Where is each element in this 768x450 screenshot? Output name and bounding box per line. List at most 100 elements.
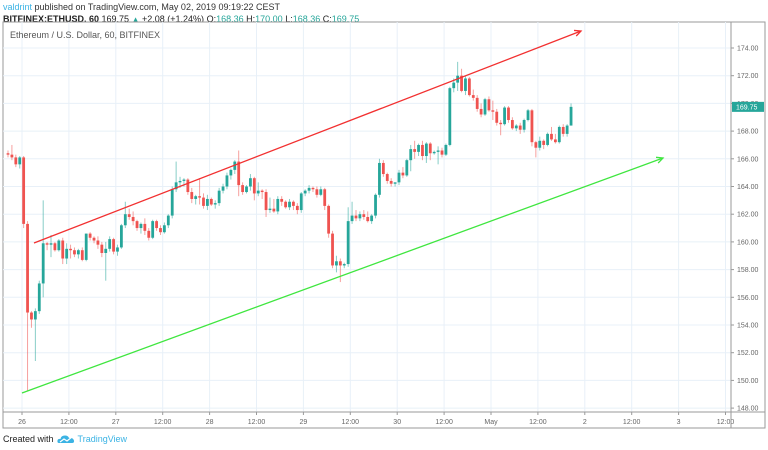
candle-body — [45, 243, 49, 245]
candle-body — [100, 244, 104, 253]
candle-body — [280, 198, 284, 202]
candle-body — [190, 192, 194, 199]
candle-body — [307, 187, 311, 191]
candle-body — [335, 261, 338, 266]
candle-body — [542, 140, 546, 145]
candle-body — [88, 233, 92, 238]
candle-body — [350, 215, 354, 222]
candle-body — [522, 120, 526, 130]
candle-body — [10, 154, 14, 158]
candle-body — [131, 216, 135, 222]
candle-body — [374, 194, 377, 216]
x-tick-label: 2 — [583, 419, 587, 426]
candle-body — [346, 221, 350, 265]
candle-body — [389, 180, 393, 184]
candle-body — [217, 190, 221, 204]
candle-body — [495, 111, 499, 123]
candle-body — [61, 240, 65, 259]
candle-body — [378, 162, 381, 195]
support-arrow-icon — [655, 156, 665, 164]
x-tick-label: 27 — [112, 419, 120, 426]
publish-info: valdrint published on TradingView.com, M… — [3, 2, 280, 12]
x-tick-label: 12:00 — [248, 419, 266, 426]
open-label: O: — [206, 14, 217, 24]
candle-body — [22, 157, 26, 224]
tradingview-link[interactable]: TradingView — [77, 434, 128, 444]
candle-body — [18, 157, 22, 165]
candle-body — [518, 125, 522, 130]
candle-body — [14, 157, 18, 165]
author-link[interactable]: valdrint — [3, 2, 33, 12]
candle-body — [229, 169, 233, 176]
candle-body — [264, 192, 268, 211]
candle-body — [119, 225, 123, 248]
candle-body — [561, 126, 565, 134]
candle-body — [444, 144, 448, 155]
candle-body — [421, 144, 424, 157]
candle-body — [448, 88, 452, 145]
candle-body — [381, 162, 385, 175]
symbol-quote-line: BITFINEX:ETHUSD, 60 169.75 ▲ +2.08 (+1.2… — [3, 14, 359, 24]
candle-body — [147, 230, 151, 238]
candle-body — [303, 190, 307, 194]
candle-body — [69, 248, 72, 251]
x-tick-label: 28 — [206, 419, 214, 426]
candle-body — [135, 221, 139, 229]
candle-body — [510, 120, 514, 129]
candle-body — [206, 198, 209, 206]
resistance-arrow-icon — [573, 29, 583, 37]
candle-body — [241, 185, 244, 193]
resistance-trendline — [33, 30, 582, 244]
candle-body — [260, 190, 264, 193]
candle-body — [178, 180, 182, 183]
y-tick-label: 166.00 — [737, 156, 759, 163]
candle-body — [194, 196, 198, 199]
candle-body — [104, 248, 108, 253]
candle-body — [209, 198, 213, 205]
candle-body — [405, 160, 409, 176]
candle-body — [530, 110, 534, 143]
candle-body — [37, 283, 41, 312]
candle-body — [245, 186, 248, 193]
candle-body — [323, 189, 327, 206]
candle-body — [331, 233, 334, 266]
y-tick-label: 158.00 — [737, 267, 759, 274]
candle-body — [432, 151, 436, 154]
candle-body — [565, 125, 569, 134]
candle-body — [514, 125, 518, 129]
candle-body — [170, 189, 174, 216]
x-tick-label: 3 — [677, 419, 681, 426]
y-tick-label: 148.00 — [737, 406, 759, 413]
y-tick-label: 154.00 — [737, 323, 759, 330]
candle-body — [385, 174, 389, 181]
candle-body — [237, 161, 241, 186]
candle-body — [424, 143, 428, 157]
candle-body — [546, 133, 549, 145]
x-tick-label: 29 — [300, 419, 308, 426]
candle-body — [53, 243, 57, 251]
y-tick-label: 174.00 — [737, 46, 759, 53]
high-value: 170.00 — [255, 14, 283, 24]
candle-body — [108, 239, 112, 249]
candle-body — [186, 179, 190, 193]
x-tick-label: 26 — [18, 419, 26, 426]
candle-body — [284, 201, 288, 208]
candle-body — [26, 223, 29, 313]
candle-body — [397, 172, 401, 183]
candle-body — [507, 107, 510, 121]
candle-body — [362, 214, 366, 217]
candle-body — [311, 187, 315, 190]
candle-body — [6, 153, 10, 155]
candle-body — [538, 140, 542, 148]
candle-body — [213, 203, 217, 205]
tradingview-cloud-icon — [56, 435, 74, 443]
y-tick-label: 150.00 — [737, 378, 759, 385]
y-tick-label: 164.00 — [737, 184, 759, 191]
candle-body — [417, 144, 420, 152]
candle-body — [225, 175, 229, 187]
x-tick-label: 12:00 — [154, 419, 172, 426]
candle-body — [41, 243, 45, 284]
candle-body — [358, 214, 362, 219]
price-change: +2.08 (+1.24%) — [142, 14, 205, 24]
